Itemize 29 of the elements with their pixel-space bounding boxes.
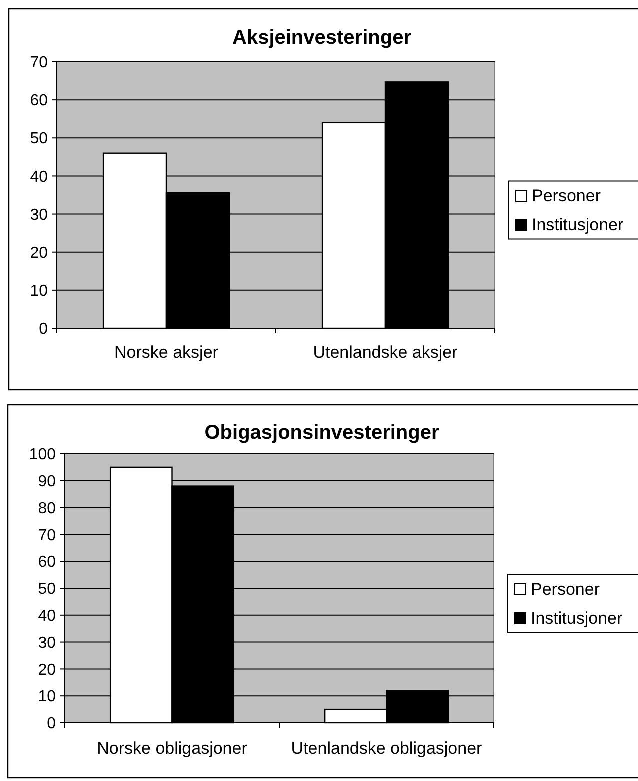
legend-label: Institusjoner xyxy=(532,216,624,235)
legend-label: Personer xyxy=(532,186,602,206)
x-tick-label: Utenlandske aksjer xyxy=(313,342,458,362)
y-tick-label: 90 xyxy=(38,474,56,490)
x-tick-label: Utenlandske obligasjoner xyxy=(291,738,483,758)
y-tick-label: 50 xyxy=(38,581,56,598)
y-tick-label: 70 xyxy=(30,54,48,72)
chart-title: Obigasjonsinvesteringer xyxy=(204,422,440,444)
y-tick-label: 10 xyxy=(30,283,48,300)
y-tick-label: 50 xyxy=(30,130,48,148)
y-tick-label: 70 xyxy=(38,527,56,544)
y-tick-label: 10 xyxy=(38,688,56,706)
y-tick-label: 20 xyxy=(38,662,56,679)
x-tick-label: Norske aksjer xyxy=(114,342,219,362)
y-tick-label: 0 xyxy=(39,321,48,338)
legend-label: Institusjoner xyxy=(531,608,623,628)
y-tick-label: 100 xyxy=(29,446,56,464)
y-tick-label: 40 xyxy=(30,168,48,186)
y-tick-label: 80 xyxy=(38,500,56,518)
y-tick-label: 60 xyxy=(38,554,56,572)
chart-title: Aksjeinvesteringer xyxy=(232,27,412,49)
y-tick-label: 40 xyxy=(38,608,56,625)
y-tick-label: 60 xyxy=(30,92,48,110)
y-tick-label: 30 xyxy=(38,634,56,652)
legend-label: Personer xyxy=(531,580,600,599)
y-tick-label: 0 xyxy=(47,716,56,733)
x-tick-label: Norske obligasjoner xyxy=(97,738,248,758)
y-tick-label: 20 xyxy=(30,244,48,262)
y-tick-label: 30 xyxy=(30,206,48,224)
